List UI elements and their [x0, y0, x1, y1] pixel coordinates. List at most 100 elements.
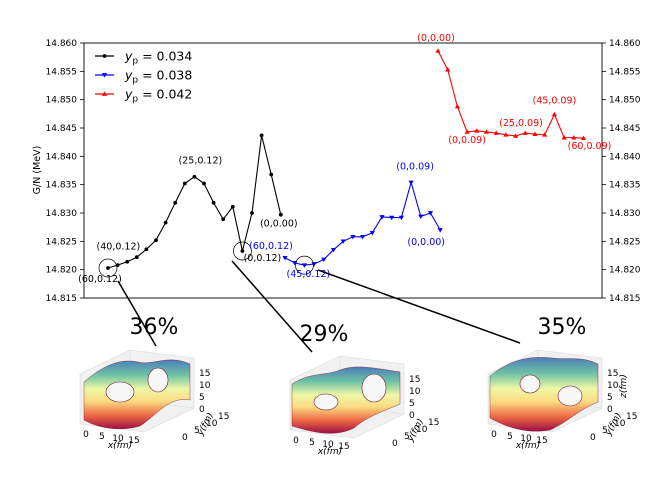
y-tick-label: 5 — [194, 426, 200, 436]
y-tick-label: 0 — [182, 433, 188, 443]
point-annotation: (0,0.09) — [448, 135, 486, 146]
y-tick-label: 14.840 — [46, 152, 78, 162]
data-point — [474, 128, 480, 133]
y-tick-label: 5 — [404, 432, 410, 442]
z-tick-label: 15 — [607, 369, 618, 379]
x-tick-label: 0 — [293, 436, 299, 446]
x-tick-label: 5 — [507, 432, 513, 442]
connector-lines — [117, 260, 521, 353]
data-point — [230, 204, 235, 209]
surface-hole — [105, 381, 135, 403]
point-annotation: (40,0.12) — [97, 241, 141, 252]
data-point — [163, 220, 168, 225]
data-point — [551, 111, 557, 117]
data-point — [379, 215, 385, 220]
connector-line — [317, 269, 521, 344]
y-tick-label: 14.845 — [609, 124, 641, 134]
highlight-circle — [233, 241, 252, 261]
y-tick-label: 14.830 — [609, 209, 641, 219]
data-point — [427, 211, 434, 216]
x-tick-label: 10 — [112, 434, 124, 444]
data-point — [321, 257, 327, 263]
x-tick-label: 15 — [128, 436, 139, 446]
data-point — [330, 248, 337, 253]
y-tick-label: 14.815 — [46, 294, 78, 304]
data-point — [522, 130, 528, 135]
x-tick-label: 15 — [536, 436, 547, 446]
highlight-circle — [295, 255, 314, 275]
data-point — [282, 255, 288, 261]
data-point — [454, 103, 460, 109]
y-tick-label: 14.830 — [46, 209, 78, 219]
y-axis-left: 14.815 14.820 14.825 14.830 14.835 14.840 14.8… — [46, 39, 84, 304]
data-point — [542, 132, 548, 137]
x-tick-label: 5 — [99, 432, 105, 442]
series-line — [437, 50, 584, 139]
surface-hole — [147, 367, 169, 393]
data-point — [369, 231, 375, 236]
y-tick-label: 15 — [626, 412, 637, 422]
data-point — [389, 215, 395, 221]
data-point — [571, 135, 577, 140]
y-tick-label: 14.820 — [46, 266, 78, 276]
y-axis-right: 14.815 14.820 14.825 14.830 14.835 14.840 14.8… — [602, 39, 641, 304]
series-2 — [435, 48, 587, 141]
y-tick-label: 14.845 — [46, 124, 78, 134]
z-tick-label: 5 — [607, 393, 613, 403]
data-point — [513, 133, 519, 138]
data-point — [503, 132, 509, 137]
connector-line — [117, 280, 157, 347]
data-point — [144, 247, 149, 252]
data-point — [350, 234, 356, 240]
surface-hole — [557, 385, 583, 407]
x-axis-label: x(fm) — [317, 447, 342, 457]
highlight-circle — [98, 258, 118, 278]
y-tick-label: 0 — [590, 433, 596, 443]
y-tick-label: 14.835 — [609, 181, 641, 191]
data-point — [483, 129, 490, 134]
point-annotation: (0,0.00) — [260, 219, 298, 230]
data-point — [250, 211, 254, 215]
x-tick-label: 10 — [520, 434, 532, 444]
y-tick-label: 14.835 — [46, 181, 78, 191]
y-tick-label: 15 — [218, 412, 229, 422]
y-tick-label: 14.850 — [46, 96, 78, 106]
data-point — [445, 67, 451, 72]
y-tick-label: 14.815 — [609, 294, 641, 304]
y-tick-label: 0 — [392, 439, 398, 449]
data-point — [134, 255, 139, 260]
z-tick-label: 5 — [199, 393, 205, 403]
point-annotation: (60,0.12) — [78, 274, 122, 285]
data-point — [561, 135, 567, 140]
y-tick-label: 14.855 — [609, 67, 641, 77]
point-annotation: (25,0.09) — [499, 118, 543, 129]
y-tick-label: 14.860 — [609, 39, 641, 49]
data-point — [580, 135, 587, 141]
surface-hole — [519, 374, 541, 394]
z-tick-label: 15 — [409, 375, 420, 385]
x-axis-label: x(fm) — [515, 441, 540, 451]
series-layer — [106, 48, 587, 270]
data-point — [202, 181, 206, 186]
y-tick-label: 14.825 — [609, 237, 641, 247]
z-tick-label: 10 — [607, 381, 619, 391]
connector-line — [231, 260, 313, 353]
highlight-layer — [98, 241, 314, 278]
data-point — [259, 133, 264, 138]
data-point — [532, 131, 538, 137]
data-point — [182, 181, 187, 186]
x-tick-label: 0 — [491, 430, 497, 440]
x-tick-label: 5 — [309, 438, 315, 448]
isosurface — [83, 359, 191, 430]
series-line — [284, 180, 441, 266]
data-point — [173, 200, 178, 205]
z-axis-label: z(fm) — [619, 374, 629, 399]
point-annotation: (45,0.12) — [287, 269, 331, 280]
data-point — [435, 48, 441, 53]
data-point — [269, 172, 274, 177]
data-point — [192, 174, 197, 179]
